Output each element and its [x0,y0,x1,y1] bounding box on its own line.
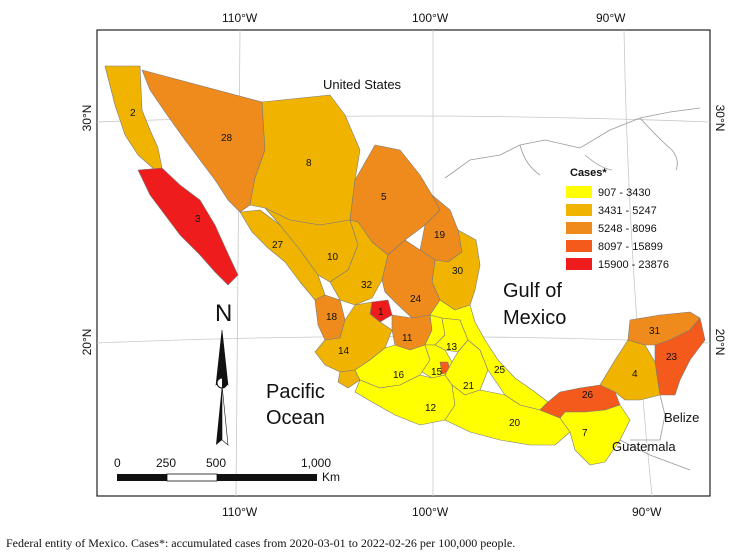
lon-label-top-100: 100°W [412,11,449,25]
label-11: 11 [402,333,413,344]
label-belize: Belize [664,410,699,425]
label-13: 13 [446,342,458,353]
scale-tick-0: 0 [114,456,121,470]
lon-label-bottom-90: 90°W [632,505,662,519]
legend-swatch-3 [566,240,592,252]
scale-tick-250: 250 [156,456,176,470]
label-2: 2 [130,108,136,119]
legend-swatch-1 [566,204,592,216]
legend-label-1: 3431 - 5247 [598,205,657,217]
lat-label-left-30: 30°N [80,105,94,132]
label-30: 25 [494,365,506,376]
state-23 [654,317,706,396]
lat-label-right-30: 30°N [713,105,727,132]
label-12: 12 [425,403,437,414]
label-25: 27 [272,240,284,251]
scale-tick-1000: 1,000 [301,456,331,470]
lon-label-top-110: 110°W [222,11,258,25]
lon-label-bottom-100: 100°W [412,505,449,519]
us-coastline [444,107,701,179]
graticule-labels: 110°W 100°W 90°W 110°W 100°W 90°W 30°N 2… [80,11,727,519]
label-18: 18 [326,312,338,323]
label-24: 24 [410,294,422,305]
label-3: 3 [195,214,201,225]
legend-label-4: 15900 - 23876 [598,259,669,271]
legend-label-0: 907 - 3430 [598,187,651,199]
legend-swatch-0 [566,186,592,198]
north-arrow: N [215,300,232,446]
label-32: 32 [361,280,373,291]
label-pacific-line1: Pacific [266,381,325,403]
legend-label-3: 8097 - 15899 [598,241,663,253]
label-20: 20 [509,418,521,429]
label-gulf-line2: Mexico [503,307,566,329]
label-united-states: United States [323,77,402,92]
label-31: 31 [649,326,661,337]
neighbor-borders [619,394,691,471]
label-27: 26 [582,390,594,401]
label-19: 19 [434,230,446,241]
label-28: 30 [452,266,464,277]
label-5: 5 [381,192,387,203]
state-32 [329,219,389,306]
state-8 [249,94,361,226]
label-4: 4 [632,369,638,380]
label-1: 1 [378,307,384,318]
state-3 [137,167,239,286]
label-15: 15 [431,367,443,378]
label-8: 8 [306,158,312,169]
label-guatemala: Guatemala [612,439,676,454]
legend-swatch-2 [566,222,592,234]
lon-label-top-90: 90°W [596,11,626,25]
label-16: 16 [393,370,405,381]
label-14: 14 [338,346,350,357]
lon-label-bottom-110: 110°W [222,505,258,519]
label-pacific-line2: Ocean [266,407,325,429]
lat-label-right-20: 20°N [713,329,727,356]
scale-tick-500: 500 [206,456,226,470]
state-number-labels: 2 28 8 5 3 19 27 10 30 32 24 18 1 11 13 … [130,108,678,439]
lat-label-left-20: 20°N [80,329,94,356]
scale-unit: Km [322,470,340,484]
label-10: 10 [327,252,339,263]
scale-bar: 0 250 500 1,000 Km [114,456,340,484]
label-21: 21 [463,381,475,392]
label-7: 7 [582,428,588,439]
state-7 [559,404,631,466]
label-26: 28 [221,133,233,144]
north-arrow-label: N [215,300,232,327]
legend-label-2: 5248 - 8096 [598,223,657,235]
legend: Cases* 907 - 3430 3431 - 5247 5248 - 8096 8… [566,167,669,271]
label-gulf-line1: Gulf of [503,280,562,302]
legend-swatch-4 [566,258,592,270]
mexico-states [104,65,706,466]
state-colima [337,369,361,389]
map-caption: Federal entity of Mexico. Cases*: accumu… [6,536,516,550]
label-23: 23 [666,352,678,363]
legend-title: Cases* [570,167,607,179]
